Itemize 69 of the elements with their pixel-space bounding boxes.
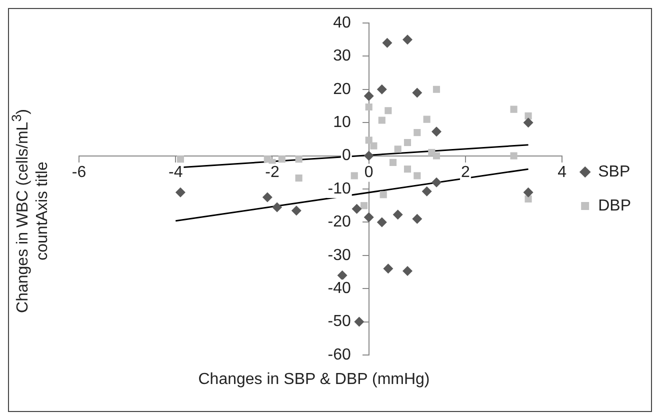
y-tick-label: 10: [333, 114, 351, 132]
point: [365, 103, 372, 111]
point: [382, 38, 392, 48]
point: [510, 106, 518, 113]
point: [383, 264, 394, 274]
point: [402, 34, 413, 45]
point: [432, 152, 440, 160]
y-tick-label: 30: [333, 48, 351, 65]
point: [364, 212, 374, 222]
point: [378, 116, 386, 124]
y-tick-label: -10: [328, 180, 351, 198]
y-tick-label: -40: [328, 280, 351, 298]
point: [350, 172, 358, 180]
point: [364, 150, 374, 161]
y-tick-label: -60: [328, 346, 351, 364]
point: [431, 177, 442, 188]
x-tick-label: 2: [461, 164, 470, 182]
point: [431, 126, 442, 137]
point: [365, 136, 372, 144]
point: [380, 191, 387, 198]
legend-label: SBP: [598, 163, 630, 180]
x-axis-title: Changes in SBP & DBP (mmHg): [197, 371, 431, 389]
point: [272, 202, 282, 212]
point: [176, 156, 184, 163]
y-tick-label: 0: [342, 147, 351, 164]
point: [404, 138, 412, 146]
point: [278, 156, 286, 163]
point: [262, 192, 272, 202]
point: [376, 84, 387, 94]
point: [423, 116, 430, 123]
point: [364, 91, 374, 102]
point: [370, 142, 378, 150]
point: [524, 112, 532, 120]
y-tick-label: 20: [333, 80, 351, 98]
y-tick-label: -20: [328, 214, 351, 231]
legend-label: DBP: [598, 197, 632, 214]
point: [295, 174, 302, 182]
point: [524, 195, 532, 202]
point: [412, 214, 422, 224]
point: [414, 129, 421, 136]
point: [523, 187, 534, 198]
point: [394, 146, 402, 153]
point: [376, 217, 387, 228]
point: [422, 186, 432, 196]
point: [432, 86, 440, 93]
point: [175, 187, 186, 198]
point: [389, 158, 397, 166]
point: [402, 266, 413, 276]
x-tick-label: -6: [72, 164, 86, 182]
y-tick-label: 40: [333, 14, 351, 32]
x-tick-label: -2: [265, 164, 280, 182]
point: [384, 107, 392, 114]
y-tick-label: -30: [328, 246, 351, 264]
point: [412, 88, 422, 98]
x-tick-label: -4: [168, 164, 183, 182]
point: [392, 210, 403, 220]
point: [337, 270, 348, 280]
point: [510, 152, 518, 160]
point: [360, 202, 368, 210]
point: [295, 156, 302, 163]
point: [352, 204, 362, 214]
point: [404, 166, 412, 173]
point: [414, 172, 421, 180]
x-tick-label: 0: [364, 164, 374, 182]
point: [291, 206, 302, 216]
x-tick-label: 4: [558, 164, 567, 182]
point: [354, 316, 364, 327]
y-tick-label: -50: [328, 313, 351, 330]
point: [523, 118, 534, 128]
